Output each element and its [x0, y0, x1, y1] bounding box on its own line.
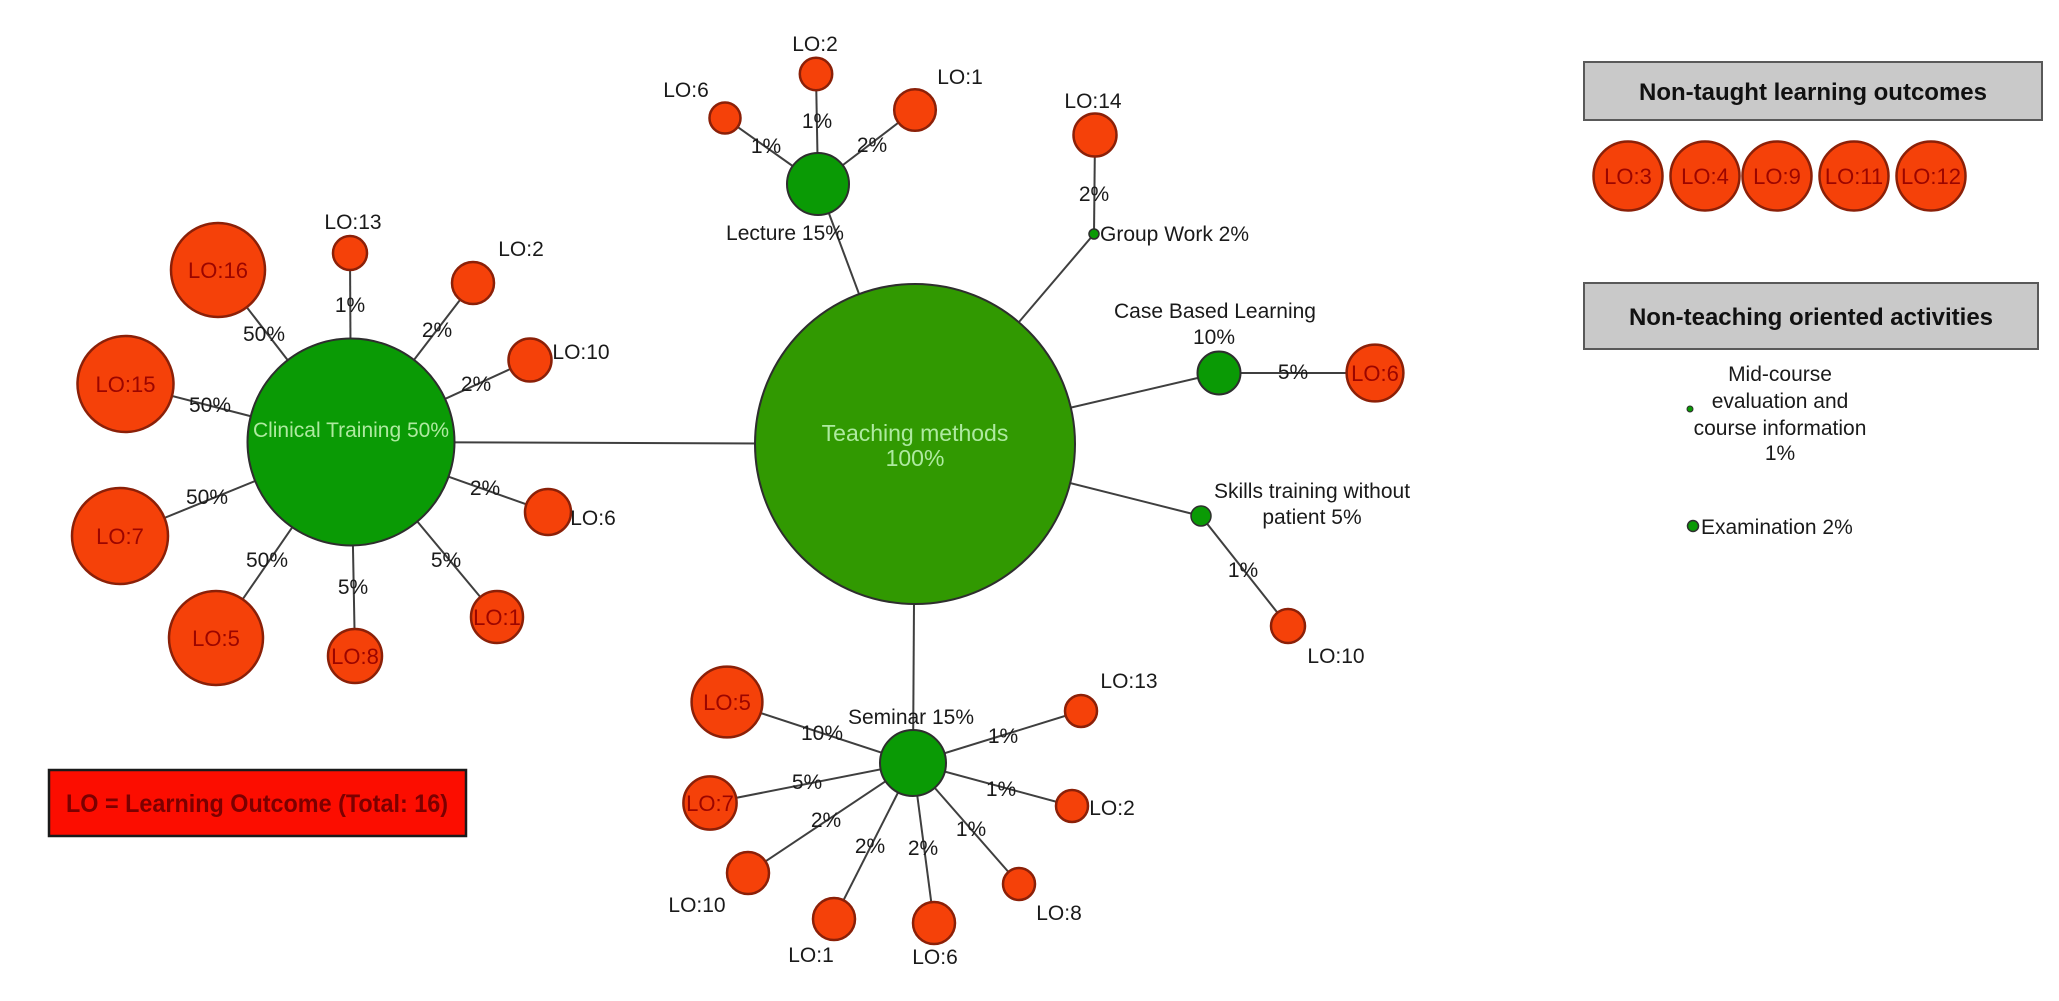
svg-text:1%: 1%: [802, 110, 832, 133]
svg-text:2%: 2%: [470, 477, 500, 500]
svg-text:LO:11: LO:11: [1825, 164, 1883, 189]
svg-text:LO:6: LO:6: [912, 946, 958, 969]
svg-text:LO:10: LO:10: [668, 894, 725, 917]
svg-text:Seminar 15%: Seminar 15%: [848, 706, 974, 729]
svg-text:100%: 100%: [886, 445, 945, 471]
svg-text:Teaching methods: Teaching methods: [822, 420, 1009, 446]
svg-text:LO:6: LO:6: [570, 507, 616, 530]
svg-text:LO:13: LO:13: [324, 211, 381, 234]
svg-text:10%: 10%: [801, 722, 843, 745]
svg-text:2%: 2%: [1079, 183, 1109, 206]
svg-text:1%: 1%: [751, 135, 781, 158]
svg-text:Mid-course: Mid-course: [1728, 363, 1832, 386]
svg-text:5%: 5%: [792, 771, 822, 794]
svg-text:Skills training without: Skills training without: [1214, 480, 1410, 503]
svg-text:LO:10: LO:10: [1307, 645, 1364, 668]
svg-text:50%: 50%: [243, 323, 285, 346]
svg-text:LO:6: LO:6: [1351, 361, 1399, 386]
svg-text:course information: course information: [1694, 417, 1867, 440]
svg-text:LO:2: LO:2: [792, 33, 838, 56]
svg-text:LO:14: LO:14: [1064, 90, 1122, 113]
svg-text:Non-taught learning outcomes: Non-taught learning outcomes: [1639, 79, 1987, 106]
svg-text:LO:4: LO:4: [1681, 164, 1729, 189]
svg-text:LO:5: LO:5: [703, 690, 751, 715]
svg-text:LO:9: LO:9: [1753, 164, 1801, 189]
svg-text:LO:10: LO:10: [552, 341, 609, 364]
svg-text:1%: 1%: [988, 725, 1018, 748]
svg-text:2%: 2%: [908, 837, 938, 860]
svg-text:1%: 1%: [956, 818, 986, 841]
svg-text:Non-teaching oriented activiti: Non-teaching oriented activities: [1629, 304, 1993, 331]
svg-text:LO:1: LO:1: [788, 944, 834, 967]
svg-text:LO:8: LO:8: [1036, 902, 1082, 925]
svg-text:patient 5%: patient 5%: [1262, 506, 1361, 529]
svg-text:2%: 2%: [811, 809, 841, 832]
svg-text:2%: 2%: [461, 373, 491, 396]
svg-text:LO:2: LO:2: [1089, 797, 1135, 820]
svg-text:50%: 50%: [246, 549, 288, 572]
svg-text:Examination 2%: Examination 2%: [1701, 516, 1853, 539]
svg-text:2%: 2%: [422, 319, 452, 342]
svg-text:5%: 5%: [338, 576, 368, 599]
svg-text:LO:13: LO:13: [1100, 670, 1157, 693]
svg-text:LO:1: LO:1: [937, 66, 983, 89]
svg-text:2%: 2%: [855, 835, 885, 858]
svg-text:LO:5: LO:5: [192, 626, 240, 651]
svg-text:LO:1: LO:1: [473, 605, 521, 630]
svg-text:LO:2: LO:2: [498, 238, 544, 261]
svg-text:LO:8: LO:8: [331, 644, 379, 669]
svg-text:1%: 1%: [335, 294, 365, 317]
svg-text:Case Based Learning: Case Based Learning: [1114, 300, 1316, 323]
svg-text:LO:6: LO:6: [663, 79, 709, 102]
svg-text:LO:7: LO:7: [96, 524, 144, 549]
svg-text:1%: 1%: [1228, 559, 1258, 582]
svg-text:5%: 5%: [431, 549, 461, 572]
svg-text:evaluation and: evaluation and: [1712, 390, 1849, 413]
svg-text:LO = Learning Outcome (Total:: LO = Learning Outcome (Total: 16): [66, 790, 448, 818]
svg-text:50%: 50%: [189, 394, 231, 417]
svg-text:1%: 1%: [1765, 442, 1795, 465]
svg-text:Lecture 15%: Lecture 15%: [726, 222, 844, 245]
svg-text:1%: 1%: [986, 778, 1016, 801]
svg-text:LO:16: LO:16: [188, 258, 248, 283]
svg-text:10%: 10%: [1193, 326, 1235, 349]
svg-text:50%: 50%: [186, 486, 228, 509]
svg-text:LO:12: LO:12: [1901, 164, 1961, 189]
svg-text:Clinical Training 50%: Clinical Training 50%: [253, 419, 449, 442]
svg-text:2%: 2%: [857, 134, 887, 157]
svg-text:LO:7: LO:7: [686, 791, 734, 816]
svg-text:Group Work 2%: Group Work 2%: [1100, 223, 1249, 246]
svg-text:LO:15: LO:15: [96, 372, 156, 397]
svg-text:LO:3: LO:3: [1604, 164, 1652, 189]
svg-text:5%: 5%: [1278, 361, 1308, 384]
